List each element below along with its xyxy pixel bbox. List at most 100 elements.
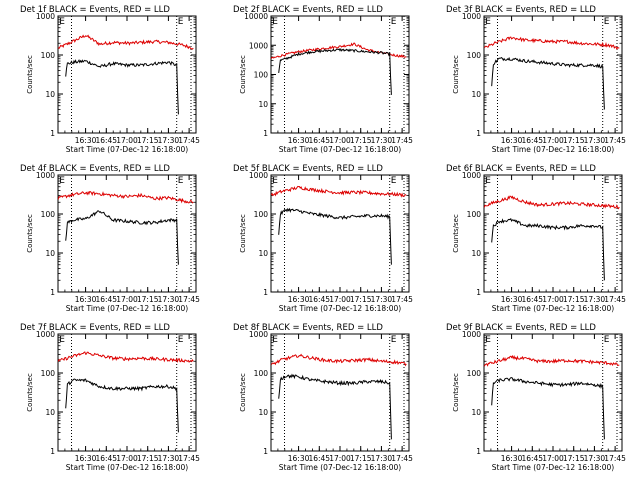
x-tick-label: 17:30	[584, 454, 606, 463]
event-marker: E	[59, 17, 65, 27]
plot-frame	[270, 333, 410, 452]
x-tick-label: 17:00	[116, 454, 138, 463]
x-tick-label: 17:30	[371, 454, 393, 463]
y-tick-label: 1	[50, 447, 55, 456]
series-lld	[57, 34, 194, 50]
event-marker: E	[391, 335, 397, 345]
x-tick-label: 17:30	[158, 454, 180, 463]
event-marker: E	[272, 17, 278, 27]
x-tick-label: 17:00	[116, 136, 138, 145]
y-axis-label: Counts/sec	[239, 214, 247, 253]
event-marker: E	[604, 176, 610, 186]
x-tick-label: 17:45	[178, 295, 200, 304]
event-marker: E	[604, 335, 610, 345]
x-tick-label: 17:15	[563, 136, 585, 145]
x-tick-label: 16:30	[288, 136, 310, 145]
x-tick-label: 17:15	[350, 136, 372, 145]
y-tick-label: 1000	[249, 171, 268, 180]
y-tick-label: 1000	[462, 171, 481, 180]
x-tick-label: 16:45	[521, 136, 543, 145]
x-tick-label: 17:45	[604, 454, 626, 463]
y-axis-label: Counts/sec	[452, 55, 460, 94]
y-axis-label: Counts/sec	[26, 55, 34, 94]
series-events	[65, 210, 179, 265]
event-marker: E	[178, 176, 184, 186]
event-marker: E	[485, 176, 491, 186]
series-lld	[270, 185, 407, 198]
panel-9: Det 9f BLACK = Events, RED = LLD 1 10 100 10…	[446, 323, 626, 472]
panel-title: Det 5f BLACK = Events, RED = LLD	[233, 164, 383, 174]
x-tick-label: 17:00	[329, 454, 351, 463]
event-marker: E	[272, 176, 278, 186]
y-tick-label: 10000	[244, 12, 268, 21]
x-tick-label: 16:30	[288, 454, 310, 463]
x-tick-label: 17:00	[542, 454, 564, 463]
x-tick-label: 17:00	[329, 295, 351, 304]
x-tick-label: 16:45	[308, 136, 330, 145]
y-tick-label: 1000	[249, 330, 268, 339]
event-marker: E	[178, 17, 184, 27]
x-tick-label: 16:45	[95, 136, 117, 145]
event-marker: E	[59, 335, 65, 345]
x-tick-label: 17:00	[116, 295, 138, 304]
x-axis-label: Start Time (07-Dec-12 16:18:00)	[66, 304, 188, 313]
x-tick-label: 16:45	[95, 454, 117, 463]
y-tick-label: 10	[471, 249, 481, 258]
x-tick-label: 17:00	[542, 136, 564, 145]
y-axis-label: Counts/sec	[239, 373, 247, 412]
panel-5: Det 5f BLACK = Events, RED = LLD 1 10 100 10…	[233, 164, 413, 313]
x-tick-label: 17:15	[137, 295, 159, 304]
x-tick-label: 17:45	[604, 295, 626, 304]
x-tick-label: 16:30	[501, 454, 523, 463]
panel-title: Det 4f BLACK = Events, RED = LLD	[20, 164, 170, 174]
y-tick-label: 1	[263, 447, 268, 456]
series-events	[491, 377, 605, 440]
x-tick-label: 16:30	[75, 454, 97, 463]
y-tick-label: 1	[263, 288, 268, 297]
y-axis-label: Counts/sec	[26, 373, 34, 412]
x-tick-label: 16:30	[75, 136, 97, 145]
x-tick-label: 17:45	[391, 136, 413, 145]
x-tick-label: 16:30	[288, 295, 310, 304]
y-tick-label: 1	[476, 447, 481, 456]
plot-frame	[57, 15, 197, 134]
panel-title: Det 9f BLACK = Events, RED = LLD	[446, 323, 596, 333]
x-axis-label: Start Time (07-Dec-12 16:18:00)	[279, 304, 401, 313]
y-tick-label: 100	[467, 51, 482, 60]
plot-frame	[483, 333, 623, 452]
series-lld	[57, 351, 194, 364]
x-tick-label: 17:15	[563, 454, 585, 463]
x-tick-label: 17:30	[584, 136, 606, 145]
x-tick-label: 17:45	[178, 454, 200, 463]
y-tick-label: 1000	[462, 12, 481, 21]
series-events	[278, 48, 392, 95]
y-axis-label: Counts/sec	[26, 214, 34, 253]
series-events	[278, 207, 392, 265]
plot-frame	[57, 174, 197, 293]
x-tick-label: 17:15	[137, 454, 159, 463]
x-tick-label: 17:45	[391, 295, 413, 304]
panel-title: Det 2f BLACK = Events, RED = LLD	[233, 5, 383, 15]
x-tick-label: 17:45	[604, 136, 626, 145]
x-tick-label: 16:45	[521, 454, 543, 463]
series-lld	[483, 354, 620, 367]
x-tick-label: 16:45	[308, 454, 330, 463]
plot-frame	[57, 333, 197, 452]
panel-4: Det 4f BLACK = Events, RED = LLD 1 10 100 10…	[20, 164, 200, 313]
series-lld	[483, 195, 620, 210]
event-marker: E	[485, 335, 491, 345]
series-lld	[57, 190, 194, 204]
plot-frame	[483, 15, 623, 134]
plot-frame	[483, 174, 623, 293]
event-marker: E	[485, 17, 491, 27]
x-tick-label: 16:45	[308, 295, 330, 304]
event-marker: E	[391, 17, 397, 27]
y-tick-label: 10	[45, 408, 55, 417]
y-axis-label: Counts/sec	[239, 55, 247, 94]
panel-2: Det 2f BLACK = Events, RED = LLD 1 10 100 10…	[233, 5, 413, 154]
y-tick-label: 100	[254, 369, 269, 378]
x-tick-label: 17:30	[371, 136, 393, 145]
panel-3: Det 3f BLACK = Events, RED = LLD 1 10 100 10…	[446, 5, 626, 154]
y-tick-label: 100	[254, 210, 269, 219]
y-tick-label: 10	[258, 408, 268, 417]
